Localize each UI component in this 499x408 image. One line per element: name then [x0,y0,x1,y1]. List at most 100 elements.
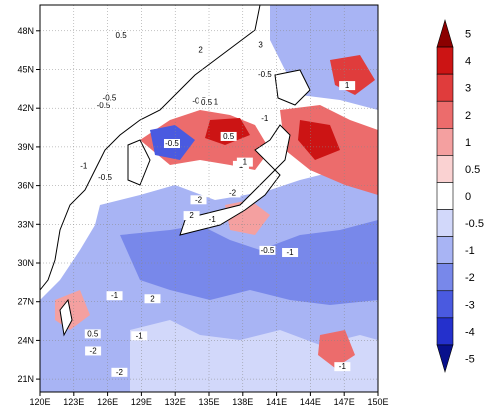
colorbar-label: 4 [465,56,471,68]
contour-label-bg [236,157,253,167]
contour-label-bg [97,172,114,182]
southeast-positive-blob [318,330,355,368]
contour-label: -1 [261,114,269,123]
contour-label: -1 [80,161,88,170]
hokkaido [274,69,311,106]
ocean-negative-core [120,220,378,305]
lon-tick-label: 126E [97,397,118,407]
colorbar-segment [436,236,454,264]
contour-label-bg [256,114,273,124]
korean-peninsula [127,139,151,186]
lat-tick-label: 21N [17,374,34,384]
latitude-axis: 21N 24N 27N 30N 33N 36N 39N 42N 45N 48N [17,26,40,384]
colorbar-segment [436,46,454,75]
colorbar-segment [436,100,454,129]
lon-tick-label: 123E [63,397,84,407]
lon-tick-label: 135E [198,397,219,407]
kuroshio-positive-core [298,120,340,160]
contour-label-bg [84,329,101,339]
japan-main-island [179,124,291,236]
contour-label-bg [190,195,207,205]
contour-label-bg [163,139,180,149]
japan-sea-positive-core [205,118,250,145]
contour-label: 0.5 [201,98,213,107]
contour-label: 0.5 [87,329,99,338]
colorbar-label: 2 [465,110,471,122]
contour-label-bg [224,188,241,198]
contour-label: 0.5 [223,132,235,141]
contour-label: -1 [209,215,217,224]
contour-label: -1 [111,291,119,300]
contour-label: -0.5 [261,246,275,255]
lon-tick-label: 120E [29,397,50,407]
lat-tick-label: 36N [17,181,34,191]
contour-label-bg [334,362,351,372]
colorbar-segment [436,73,454,102]
contour-label-bg [144,294,161,304]
lon-tick-label: 144E [300,397,321,407]
taiwan [59,298,73,337]
contour-label-bg [75,161,92,171]
contour-label-bg [113,31,130,41]
colorbar-label: -5 [465,353,475,365]
contour-labels: -1 -0.5 -2 0.5 1 2 3 -1 -0.5 -2 0.5 -1 -0.5 1 2 -1 -2 -0.… [75,31,356,377]
colorbar-label: 1 [465,137,471,149]
colorbar-segment [436,209,454,237]
colorbar-segment [436,155,454,183]
colorbar-label: -2 [465,272,475,284]
colorbar-segment [436,182,454,210]
contour-label: -2 [229,188,237,197]
contour-label: -0.5 [103,94,117,103]
graticule [40,5,378,392]
contour-label: -0.5 [97,101,111,110]
contour-label: -1 [136,331,144,340]
colorbar-segment [436,18,454,48]
lat-tick-label: 45N [17,65,34,75]
lat-tick-label: 48N [17,26,34,36]
contour-label-bg [206,97,223,107]
contour-label-bg [282,248,299,258]
contour-label: -2 [195,195,203,204]
contour-label: -0.5 [165,139,179,148]
contour-label-bg [339,81,356,91]
contour-label-bg [101,93,118,103]
contour-label: 2 [198,45,203,54]
lat-tick-label: 33N [17,219,34,229]
lon-tick-label: 138E [232,397,253,407]
contour-label-bg [204,214,221,224]
contour-label-bg [192,45,209,55]
lat-tick-label: 42N [17,103,34,113]
colorbar-segment [436,263,454,292]
colorbar-label: 0 [465,191,471,203]
colorbar-label: 0.5 [465,164,480,176]
colorbar-label: 5 [465,29,471,41]
colorbar-segment [436,290,454,319]
contour-label-bg [256,69,273,79]
lat-tick-label: 39N [17,142,34,152]
colorbar-label: -0.5 [465,218,484,230]
contour-label: 0.5 [116,31,128,40]
lon-tick-label: 147E [334,397,355,407]
lon-tick-label: 150E [367,397,388,407]
contour-label-bg [106,291,123,301]
colorbar-label: -3 [465,299,475,311]
ocean-weak-negative [130,320,378,392]
contour-label: 2 [150,294,155,303]
contour-label-bg [198,97,215,107]
contour-label: -1 [339,362,347,371]
contour-label-bg [131,331,148,341]
contour-label-bg [220,131,237,141]
lat-tick-label: 24N [17,335,34,345]
contour-label-bg [183,211,200,221]
longitude-axis: 120E 123E 126E 129E 132E 135E 138E 141E 144E 147E… [29,392,389,407]
contour-label: 3 [258,41,263,50]
contour-label: -0.5 [258,70,272,79]
contour-label: -2 [116,368,124,377]
colorbar-label: -4 [465,326,475,338]
contour-label: 1 [345,81,350,90]
contour-label: -2 [90,346,98,355]
colorbar-label: 3 [465,83,471,95]
contour-label: 1 [243,158,248,167]
contour-label-bg [95,100,112,110]
